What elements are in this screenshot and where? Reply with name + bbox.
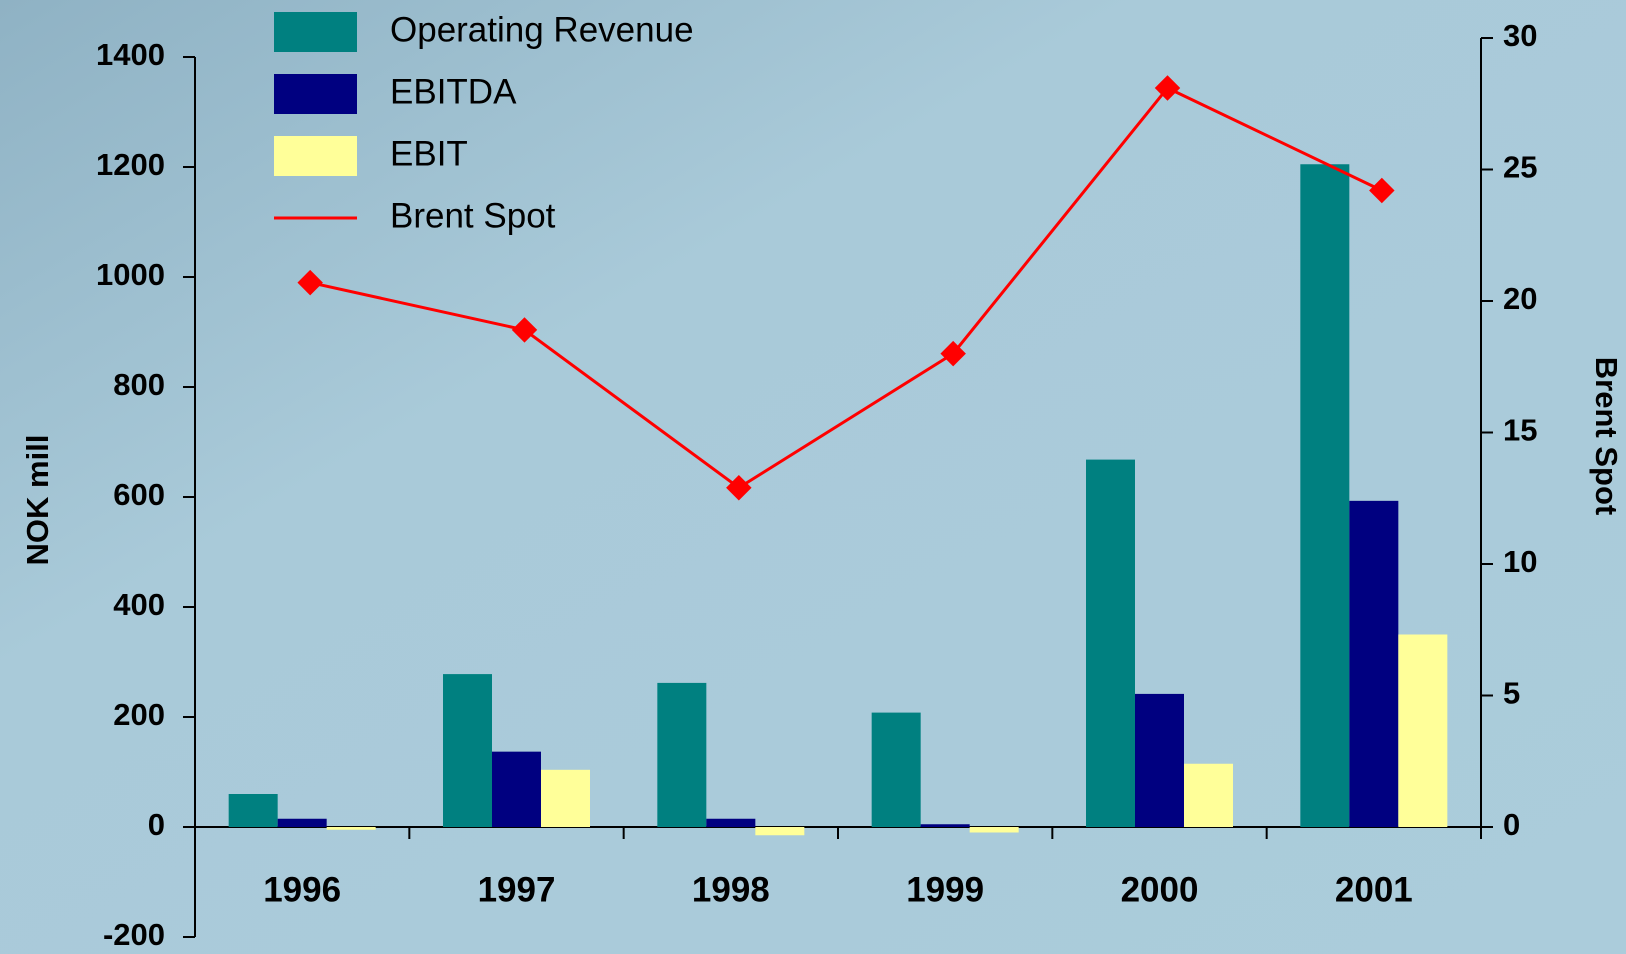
legend-label: EBITDA	[390, 72, 517, 111]
y2-tick-label: 30	[1503, 18, 1537, 53]
legend-swatch	[274, 136, 357, 176]
x-tick-label: 2000	[1121, 870, 1199, 909]
y-axis-title: NOK mill	[20, 435, 55, 566]
bar	[657, 683, 706, 827]
y-tick-label: 600	[113, 477, 165, 512]
y-tick-label: 1200	[96, 147, 165, 182]
bar	[541, 770, 590, 827]
bar	[1086, 460, 1135, 827]
legend-swatch	[274, 12, 357, 52]
y-tick-label: 1400	[96, 37, 165, 72]
bar	[1300, 164, 1349, 827]
x-tick-label: 2001	[1335, 870, 1413, 909]
bar	[1184, 764, 1233, 827]
y2-tick-label: 20	[1503, 281, 1537, 316]
x-tick-label: 1997	[478, 870, 556, 909]
y2-tick-label: 25	[1503, 150, 1537, 185]
bar	[755, 827, 804, 835]
legend-swatch	[274, 74, 357, 114]
y-tick-label: 1000	[96, 257, 165, 292]
y-tick-label: 400	[113, 587, 165, 622]
y-tick-label: 200	[113, 697, 165, 732]
y2-tick-label: 10	[1503, 544, 1537, 579]
bar	[278, 819, 327, 827]
bar	[229, 794, 278, 827]
bar	[492, 752, 541, 827]
x-tick-label: 1999	[906, 870, 984, 909]
legend-label: Brent Spot	[390, 196, 556, 235]
bar	[327, 827, 376, 830]
bar	[872, 713, 921, 827]
legend-label: Operating Revenue	[390, 10, 694, 49]
bar	[970, 827, 1019, 833]
y-tick-label: -200	[103, 917, 165, 952]
bar	[706, 819, 755, 827]
bar	[1135, 694, 1184, 827]
legend-label: EBIT	[390, 134, 468, 173]
x-tick-label: 1996	[263, 870, 341, 909]
y-tick-label: 800	[113, 367, 165, 402]
y2-tick-label: 15	[1503, 413, 1537, 448]
y-tick-label: 0	[148, 807, 165, 842]
y2-axis-title: Brent Spot	[1589, 357, 1624, 515]
bar	[921, 824, 970, 827]
y2-tick-label: 0	[1503, 807, 1520, 842]
y2-tick-label: 5	[1503, 676, 1520, 711]
bar	[1349, 501, 1398, 827]
x-tick-label: 1998	[692, 870, 770, 909]
bar	[443, 674, 492, 827]
bar	[1398, 635, 1447, 828]
chart: NOK mill Brent Spot -2000200400600800100…	[0, 0, 1626, 954]
